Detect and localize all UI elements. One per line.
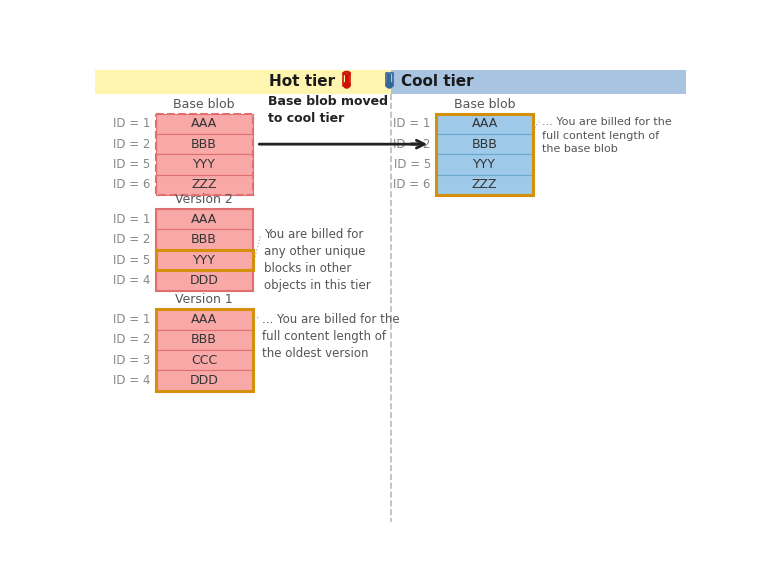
Text: BBB: BBB	[472, 138, 498, 151]
Bar	[155, 250, 252, 270]
Bar	[155, 230, 252, 250]
Text: Cool tier: Cool tier	[402, 75, 474, 89]
Text: AAA: AAA	[191, 212, 217, 226]
Text: Version 1: Version 1	[175, 294, 233, 306]
Text: ID = 5: ID = 5	[394, 158, 431, 171]
Bar	[386, 73, 392, 86]
Text: Hot tier: Hot tier	[270, 75, 335, 89]
Bar	[95, 70, 392, 93]
Bar	[155, 329, 252, 350]
Text: ID = 6: ID = 6	[113, 178, 150, 191]
Circle shape	[386, 82, 393, 89]
Text: BBB: BBB	[191, 138, 217, 151]
Bar	[437, 113, 533, 134]
Text: ID = 2: ID = 2	[393, 138, 431, 151]
Bar	[437, 175, 533, 195]
Text: AAA: AAA	[191, 117, 217, 130]
Bar	[155, 209, 252, 291]
Text: Base blob: Base blob	[454, 98, 515, 111]
Bar	[155, 370, 252, 391]
Text: ... You are billed for the
full content length of
the oldest version: ... You are billed for the full content …	[262, 313, 399, 360]
Text: ID = 1: ID = 1	[393, 117, 431, 130]
Bar	[392, 70, 686, 93]
Text: ID = 3: ID = 3	[113, 353, 150, 367]
Bar	[437, 113, 533, 195]
Text: YYY: YYY	[193, 254, 216, 266]
Text: You are billed for
any other unique
blocks in other
objects in this tier: You are billed for any other unique bloc…	[264, 228, 371, 292]
Bar	[155, 175, 252, 195]
Text: ID = 1: ID = 1	[113, 313, 150, 326]
Text: BBB: BBB	[191, 233, 217, 246]
Bar	[155, 113, 252, 195]
Text: DDD: DDD	[190, 274, 219, 287]
Text: ID = 1: ID = 1	[113, 212, 150, 226]
Bar	[437, 154, 533, 175]
Text: YYY: YYY	[193, 158, 216, 171]
Text: BBB: BBB	[191, 333, 217, 346]
Text: ID = 2: ID = 2	[113, 333, 150, 346]
Bar	[155, 154, 252, 175]
Bar	[155, 350, 252, 370]
Text: ID = 4: ID = 4	[113, 374, 150, 387]
Circle shape	[343, 82, 351, 89]
Text: YYY: YYY	[473, 158, 496, 171]
Text: ZZZ: ZZZ	[191, 178, 217, 191]
Bar	[155, 309, 252, 391]
Bar	[155, 250, 252, 270]
Text: ZZZ: ZZZ	[472, 178, 498, 191]
Bar	[344, 75, 349, 85]
Text: ID = 6: ID = 6	[393, 178, 431, 191]
Text: ... You are billed for the
full content length of
the base blob: ... You are billed for the full content …	[543, 117, 672, 154]
Text: ID = 5: ID = 5	[113, 158, 150, 171]
Text: DDD: DDD	[190, 374, 219, 387]
Bar	[155, 270, 252, 291]
Text: AAA: AAA	[472, 117, 498, 130]
Text: Version 2: Version 2	[175, 193, 233, 206]
Text: ID = 2: ID = 2	[113, 138, 150, 151]
Text: Base blob moved
to cool tier: Base blob moved to cool tier	[268, 95, 388, 125]
Bar	[344, 73, 350, 86]
Text: ID = 1: ID = 1	[113, 117, 150, 130]
Text: Base blob: Base blob	[174, 98, 235, 111]
Text: CCC: CCC	[191, 353, 217, 367]
Bar	[155, 113, 252, 134]
Bar	[387, 75, 392, 85]
Bar	[155, 134, 252, 154]
Bar	[155, 209, 252, 230]
Text: ID = 4: ID = 4	[113, 274, 150, 287]
Text: ID = 5: ID = 5	[113, 254, 150, 266]
Bar	[155, 309, 252, 329]
Text: AAA: AAA	[191, 313, 217, 326]
Text: ID = 2: ID = 2	[113, 233, 150, 246]
Bar	[437, 134, 533, 154]
